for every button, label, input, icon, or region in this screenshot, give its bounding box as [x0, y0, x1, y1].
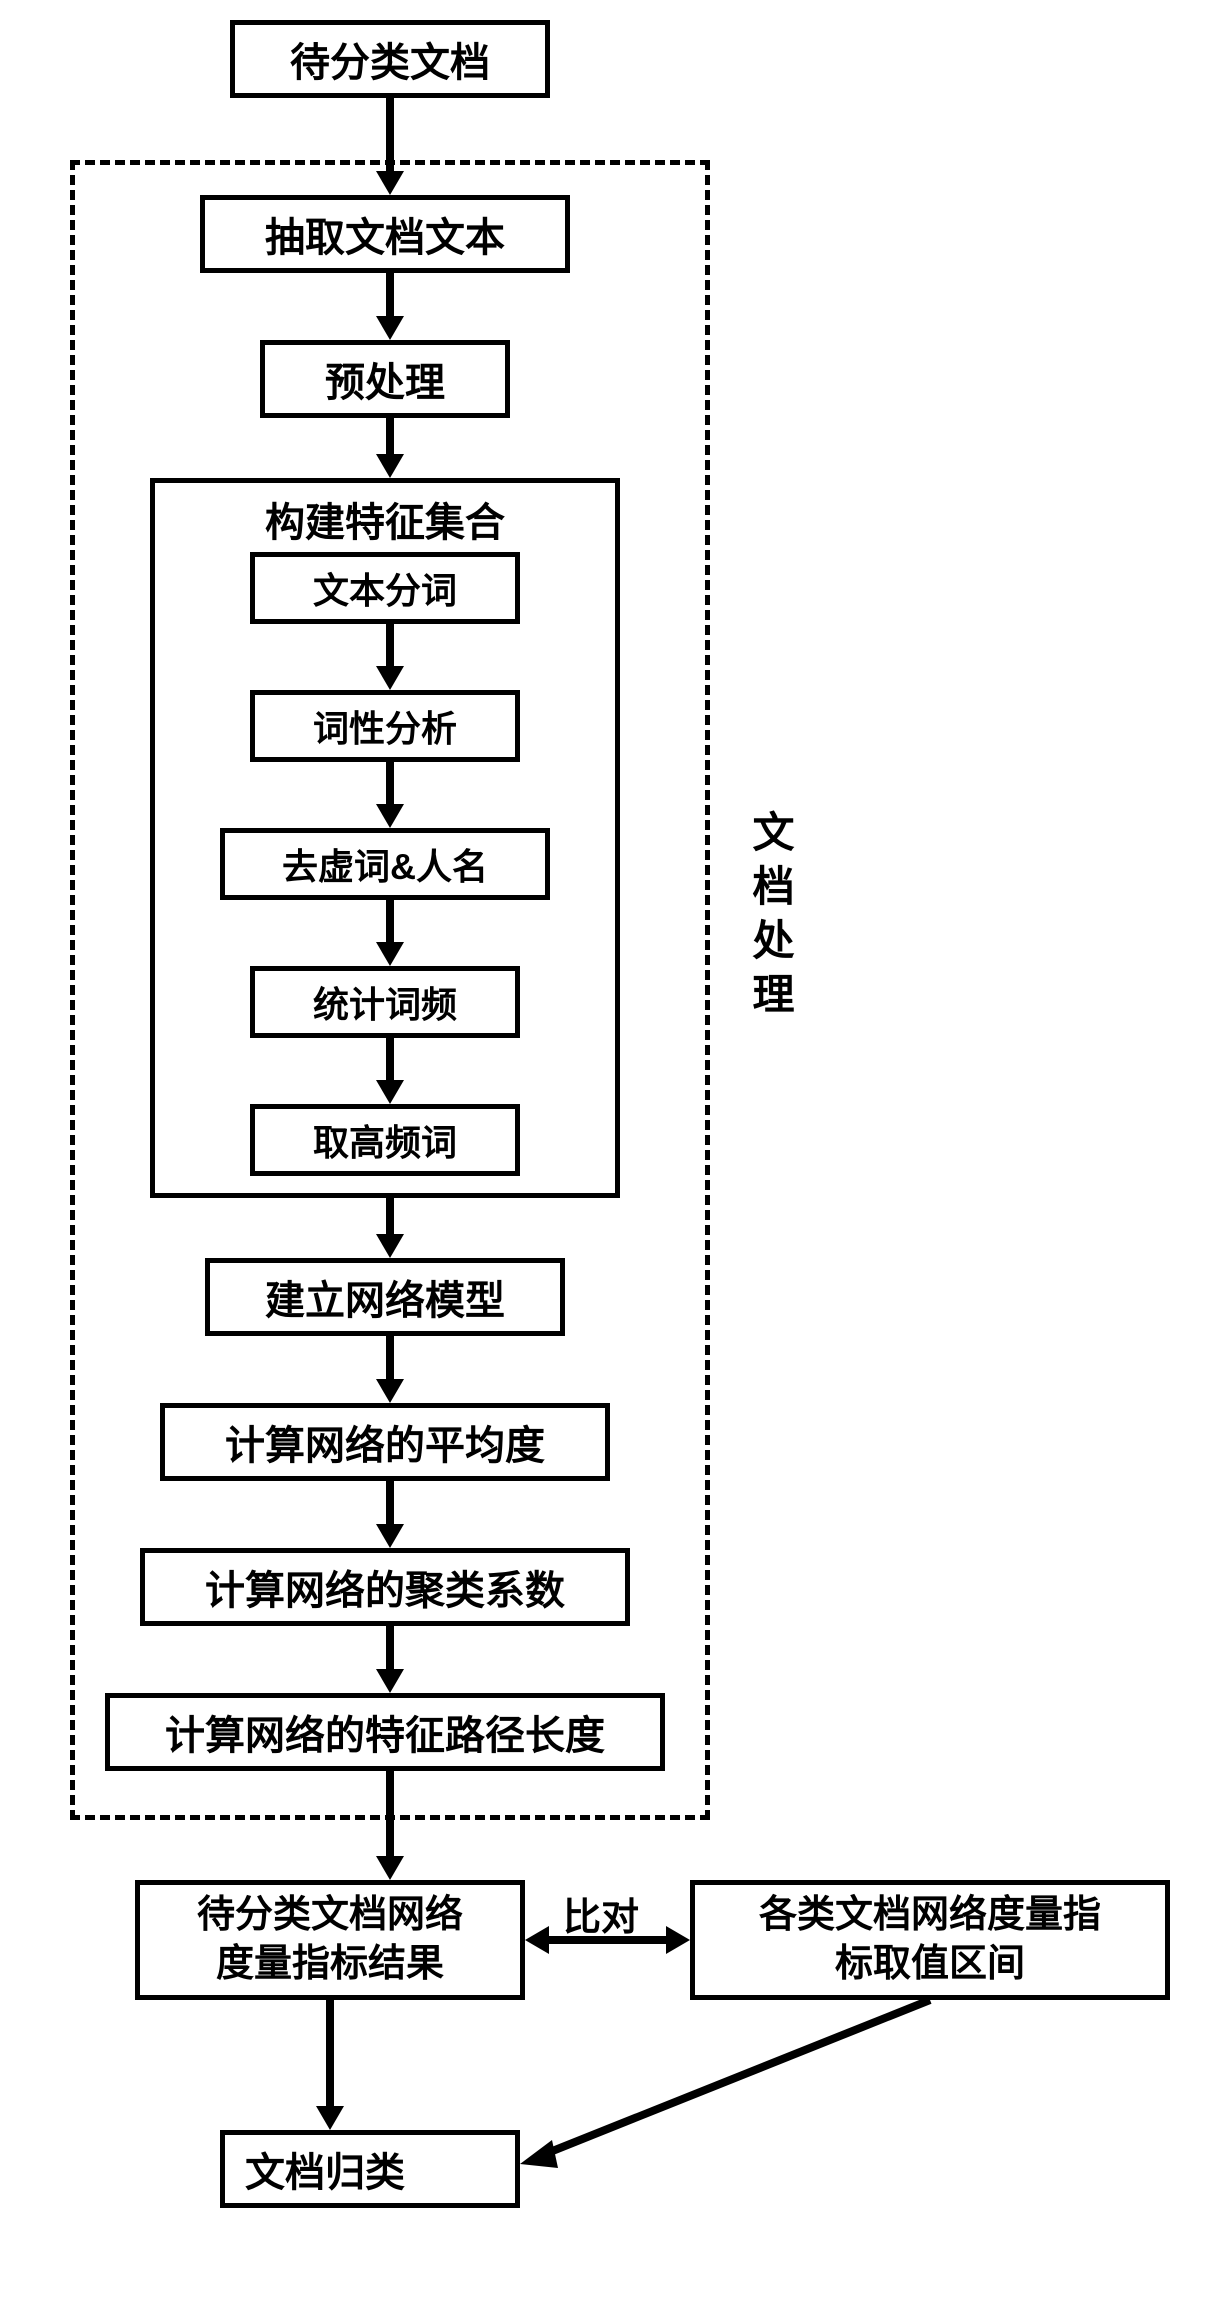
arrow-head-icon	[376, 1669, 404, 1693]
node-intervals: 各类文档网络度量指 标取值区间	[690, 1880, 1170, 2000]
edge	[386, 273, 394, 318]
side-label: 文档处理	[740, 810, 801, 1026]
node-path-len-label: 计算网络的特征路径长度	[165, 1703, 605, 1761]
arrow-head-icon	[376, 942, 404, 966]
node-avg-degree: 计算网络的平均度	[160, 1403, 610, 1481]
node-freq: 统计词频	[250, 966, 520, 1038]
compare-label: 比对	[563, 1886, 639, 1941]
node-cluster: 计算网络的聚类系数	[140, 1548, 630, 1626]
arrow-head-icon	[376, 1379, 404, 1403]
arrow-head-icon	[666, 1926, 690, 1954]
edge	[386, 1336, 394, 1381]
feature-title-label: 构建特征集合	[265, 501, 505, 545]
arrow-head-icon	[376, 454, 404, 478]
arrow-head-icon	[376, 1856, 404, 1880]
node-build-net: 建立网络模型	[205, 1258, 565, 1336]
node-avg-degree-label: 计算网络的平均度	[225, 1413, 545, 1471]
node-extract: 抽取文档文本	[200, 195, 570, 273]
arrow-head-icon	[376, 1234, 404, 1258]
node-tokenize: 文本分词	[250, 552, 520, 624]
arrow-head-icon	[376, 316, 404, 340]
node-result: 待分类文档网络 度量指标结果	[135, 1880, 525, 2000]
node-build-net-label: 建立网络模型	[265, 1268, 505, 1326]
edge	[386, 762, 394, 806]
node-start-label: 待分类文档	[290, 30, 490, 88]
node-classify: 文档归类	[220, 2130, 520, 2208]
edge	[326, 2000, 334, 2108]
node-tokenize-label: 文本分词	[313, 562, 457, 614]
edge	[386, 1198, 394, 1236]
node-highfreq-label: 取高频词	[313, 1114, 457, 1166]
node-pos: 词性分析	[250, 690, 520, 762]
node-path-len: 计算网络的特征路径长度	[105, 1693, 665, 1771]
node-intervals-label: 各类文档网络度量指 标取值区间	[759, 1891, 1101, 1990]
side-label-text: 文档处理	[747, 810, 794, 1026]
edge	[386, 1771, 394, 1858]
node-freq-label: 统计词频	[313, 976, 457, 1028]
arrow-head-icon	[316, 2106, 344, 2130]
edge	[386, 900, 394, 944]
arrow-head-icon	[376, 666, 404, 690]
edge	[386, 624, 394, 668]
compare-label-text: 比对	[563, 1897, 639, 1939]
node-pos-label: 词性分析	[313, 700, 457, 752]
edge	[386, 1626, 394, 1671]
edge	[386, 1038, 394, 1082]
node-result-label: 待分类文档网络 度量指标结果	[197, 1891, 463, 1990]
node-remove: 去虚词&人名	[220, 828, 550, 900]
node-classify-label: 文档归类	[245, 2140, 405, 2198]
edge	[386, 1481, 394, 1526]
arrow-head-icon	[376, 1524, 404, 1548]
node-start: 待分类文档	[230, 20, 550, 98]
arrow-head-icon	[376, 804, 404, 828]
node-highfreq: 取高频词	[250, 1104, 520, 1176]
node-preprocess-label: 预处理	[325, 350, 445, 408]
node-extract-label: 抽取文档文本	[265, 205, 505, 263]
arrow-head-icon	[376, 1080, 404, 1104]
arrow-head-icon	[525, 1926, 549, 1954]
feature-title: 构建特征集合	[150, 490, 620, 548]
node-cluster-label: 计算网络的聚类系数	[205, 1558, 565, 1616]
edge	[386, 418, 394, 456]
node-remove-label: 去虚词&人名	[282, 838, 488, 890]
node-preprocess: 预处理	[260, 340, 510, 418]
